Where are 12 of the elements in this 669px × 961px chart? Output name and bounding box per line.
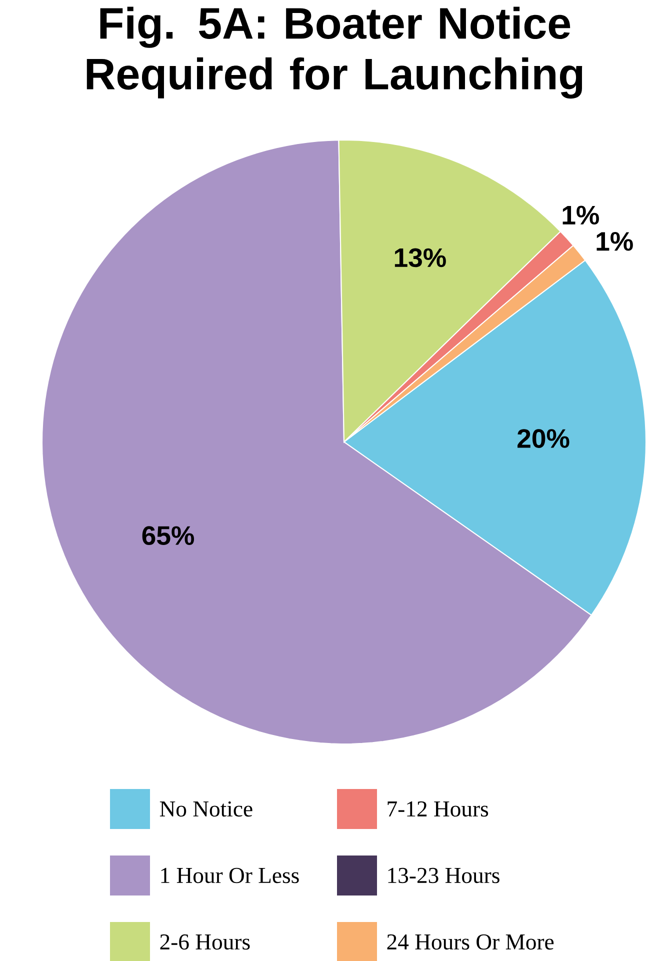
legend-label: 24 Hours Or More xyxy=(387,934,554,950)
legend-label: No Notice xyxy=(160,801,252,817)
data-label: 1% xyxy=(562,206,599,225)
legend-label: 2-6 Hours xyxy=(160,934,250,950)
data-label: 13% xyxy=(394,248,446,268)
legend-label: 13-23 Hours xyxy=(388,868,500,884)
legend-label: 1 Hour Or Less xyxy=(161,868,299,884)
chart-title: Fig. 5A: Boater Notice Required for Launching xyxy=(86,6,582,99)
data-label: 20% xyxy=(518,429,570,448)
data-label: 1% xyxy=(596,232,633,251)
legend-label: 7-12 Hours xyxy=(388,801,488,817)
data-label: 65% xyxy=(142,526,194,546)
